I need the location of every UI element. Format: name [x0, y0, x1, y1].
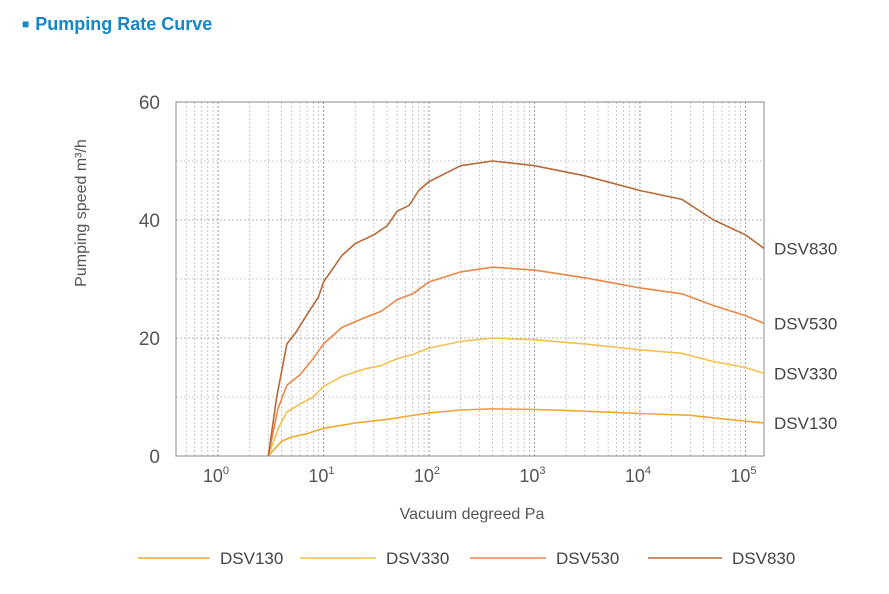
- series-end-labels: DSV130 DSV330 DSV530 DSV830: [774, 239, 837, 433]
- series-label-dsv530: DSV530: [774, 314, 837, 333]
- y-tick-label: 60: [139, 93, 160, 114]
- y-tick-labels: 0 20 40 60: [139, 93, 160, 468]
- y-axis-title: Pumping speed m³/h: [73, 139, 90, 287]
- x-tick-label: 101: [308, 465, 334, 486]
- chart-grid: [175, 102, 764, 456]
- series-label-dsv830: DSV830: [774, 239, 837, 258]
- heading-title: Pumping Rate Curve: [35, 14, 213, 34]
- heading-marker: ■: [22, 17, 30, 31]
- legend-label-dsv530: DSV530: [556, 549, 619, 568]
- plot-border: [175, 101, 765, 457]
- x-tick-label: 102: [414, 465, 440, 486]
- series-label-dsv130: DSV130: [774, 414, 837, 433]
- x-tick-label: 100: [203, 465, 229, 486]
- x-tick-label: 104: [625, 465, 651, 486]
- x-tick-label: 105: [730, 465, 756, 486]
- series-line-dsv130: [267, 408, 765, 457]
- series-line-dsv830: [267, 160, 765, 457]
- x-tick-labels: 100 101 102 103 104 105: [203, 465, 757, 486]
- series-lines: [267, 160, 765, 457]
- legend-label-dsv130: DSV130: [220, 549, 283, 568]
- y-tick-label: 20: [139, 329, 160, 350]
- legend: DSV130 DSV330 DSV530 DSV830: [138, 549, 795, 568]
- series-label-dsv330: DSV330: [774, 364, 837, 383]
- legend-label-dsv830: DSV830: [732, 549, 795, 568]
- y-tick-label: 0: [149, 447, 160, 468]
- legend-label-dsv330: DSV330: [386, 549, 449, 568]
- y-tick-label: 40: [139, 211, 160, 232]
- plot-frame: [175, 101, 765, 457]
- series-line-dsv530: [267, 266, 765, 457]
- section-heading: ■ Pumping Rate Curve: [22, 14, 212, 35]
- series-line-dsv330: [267, 337, 765, 457]
- x-axis-title: Vacuum degreed Pa: [400, 506, 545, 523]
- x-tick-label: 103: [519, 465, 545, 486]
